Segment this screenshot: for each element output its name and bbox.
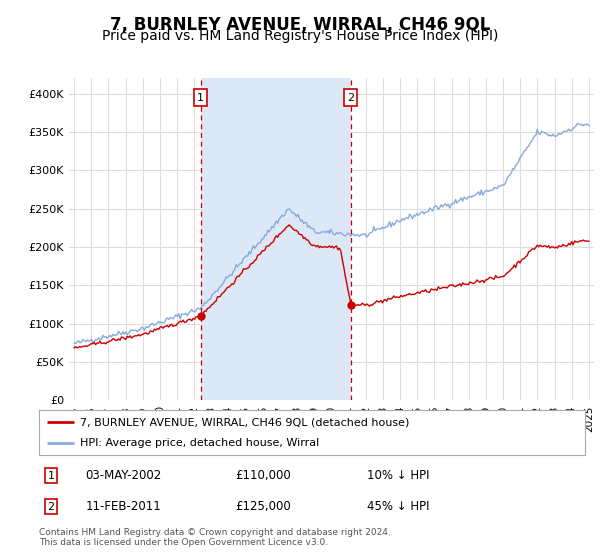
Text: 1: 1 [47, 470, 55, 480]
Text: 11-FEB-2011: 11-FEB-2011 [85, 501, 161, 514]
Bar [200, 78, 351, 400]
Text: Price paid vs. HM Land Registry's House Price Index (HPI): Price paid vs. HM Land Registry's House … [102, 29, 498, 43]
Text: 7, BURNLEY AVENUE, WIRRAL, CH46 9QL: 7, BURNLEY AVENUE, WIRRAL, CH46 9QL [110, 16, 490, 34]
Text: 1: 1 [197, 92, 204, 102]
Text: HPI: Average price, detached house, Wirral: HPI: Average price, detached house, Wirr… [80, 437, 319, 447]
Text: 45% ↓ HPI: 45% ↓ HPI [367, 501, 429, 514]
Text: 10% ↓ HPI: 10% ↓ HPI [367, 469, 429, 482]
Text: 2: 2 [47, 502, 55, 512]
Text: 2: 2 [347, 92, 354, 102]
Text: 7, BURNLEY AVENUE, WIRRAL, CH46 9QL (detached house): 7, BURNLEY AVENUE, WIRRAL, CH46 9QL (det… [80, 417, 409, 427]
Text: Contains HM Land Registry data © Crown copyright and database right 2024.
This d: Contains HM Land Registry data © Crown c… [39, 528, 391, 547]
Text: £125,000: £125,000 [236, 501, 292, 514]
Text: 03-MAY-2002: 03-MAY-2002 [85, 469, 161, 482]
Text: £110,000: £110,000 [236, 469, 292, 482]
